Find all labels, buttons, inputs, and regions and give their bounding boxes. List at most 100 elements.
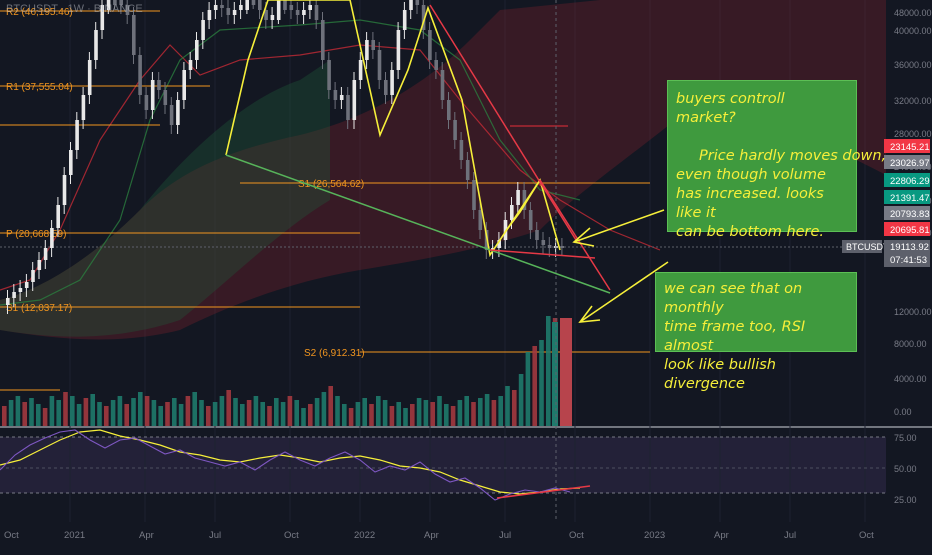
price-tag-5 [884, 222, 930, 236]
pivot-label-2: S1 (26,564.62) [298, 179, 364, 190]
candle-13 [87, 60, 92, 95]
volume-bar-59 [403, 408, 408, 426]
candle-27 [176, 100, 180, 125]
time-axis-label-12: Oct [859, 530, 874, 541]
volume-bar-11 [76, 404, 82, 426]
arrow-1-shaft [573, 209, 665, 243]
volume-bar-66 [450, 406, 456, 426]
volume-bar-39 [267, 406, 272, 426]
note-2-line-3: look like bullish divergence [664, 357, 776, 392]
volume-bar-12 [83, 398, 89, 426]
time-axis-label-11: Jul [784, 530, 796, 541]
volume-bar-70 [478, 398, 483, 426]
candle-3 [24, 282, 29, 288]
candle-6 [43, 248, 48, 260]
volume-bar-48 [328, 386, 333, 426]
volume-bar-15 [104, 406, 109, 426]
note-1-line-2: Price hardly moves down, [676, 148, 887, 164]
price-tag-3 [884, 190, 930, 204]
candle-31 [201, 20, 205, 40]
volume-bar-17 [117, 396, 123, 426]
volume-bar-47 [321, 392, 327, 426]
volume-bar-71 [484, 394, 490, 426]
candle-56 [358, 60, 363, 80]
arrow-2-head [578, 305, 601, 323]
price-axis-label-10: 4000.00 [894, 374, 927, 384]
volume-bar-37 [253, 396, 259, 426]
candle-83 [528, 210, 533, 230]
time-axis-label-6: Apr [424, 530, 439, 541]
note-2-line-1: we can see that on monthly [664, 281, 803, 316]
candle-8 [56, 205, 60, 228]
candle-23 [150, 80, 155, 110]
volume-bar-28 [192, 392, 197, 426]
candle-73 [465, 160, 470, 180]
last-price-countdown: 07:41:53 [890, 255, 927, 266]
volume-bar-16 [110, 400, 116, 426]
volume-bar-60 [410, 404, 415, 426]
candle-75 [478, 210, 483, 230]
candle-44 [283, 0, 287, 10]
candle-77 [491, 248, 495, 250]
price-axis-label-2: 36000.00 [894, 60, 932, 70]
channel-green [0, 19, 581, 306]
candle-19 [125, 5, 130, 15]
volume-bar-42 [287, 396, 293, 426]
volume-bar-49 [335, 396, 340, 426]
candle-20 [132, 15, 136, 55]
volume-bar-73 [498, 396, 503, 426]
symbol-header: BTCUSDT · 1W · BINANCE [6, 3, 143, 15]
rsi-band [0, 437, 886, 493]
candle-45 [289, 5, 294, 10]
candle-21 [138, 55, 142, 95]
volume-bar-2 [15, 396, 21, 426]
price-axis-label-11: 0.00 [894, 407, 912, 417]
candle-81 [516, 190, 520, 205]
candle-22 [144, 95, 149, 110]
candle-35 [226, 8, 231, 15]
volume-spike-1 [552, 322, 558, 426]
price-tag-label-3: 21391.47 [890, 193, 930, 204]
volume-bar-31 [212, 402, 218, 426]
candle-37 [239, 5, 243, 10]
volume-bar-26 [178, 404, 184, 426]
pivot-label-4: S1 (12,037.17) [6, 303, 72, 314]
candle-26 [169, 105, 174, 125]
candle-53 [339, 95, 344, 100]
volume-bar-34 [233, 398, 238, 426]
candle-64 [409, 0, 413, 10]
volume-bar-75 [512, 390, 517, 426]
volume-bar-19 [131, 398, 136, 426]
volume-bar-74 [505, 386, 510, 426]
volume-bar-77 [525, 352, 531, 426]
volume-bar-50 [342, 404, 347, 426]
volume-bar-41 [280, 402, 286, 426]
volume-bar-22 [151, 400, 157, 426]
price-tag-label-1: 23026.97 [890, 158, 930, 169]
candle-85 [541, 240, 546, 245]
candle-74 [472, 180, 476, 210]
note-1-spacer [676, 128, 848, 147]
price-axis-label-9: 8000.00 [894, 339, 927, 349]
volume-bar-7 [49, 396, 55, 426]
time-axis-label-0: Oct [4, 530, 19, 541]
volume-bar-44 [301, 408, 306, 426]
zigzag-line [225, 0, 561, 258]
pivot-label-5: S2 (6,912.31) [304, 348, 365, 359]
rsi-axis-label-0: 75.00 [894, 433, 917, 443]
pivot-label-1: R1 (37,555.04) [6, 82, 73, 93]
candle-52 [333, 90, 338, 100]
price-tag-label-5: 20695.81 [890, 225, 930, 236]
candle-14 [94, 30, 98, 60]
wedge-base [489, 249, 596, 259]
candle-5 [37, 260, 42, 270]
volume-bar-1 [8, 400, 14, 426]
candle-16 [106, 0, 111, 10]
candle-12 [81, 95, 86, 120]
volume-bar-4 [29, 398, 34, 426]
candle-9 [62, 175, 67, 205]
arrow-1-head [572, 227, 595, 247]
cloud-bear [0, 0, 886, 340]
volume-bar-24 [165, 402, 170, 426]
candle-82 [522, 190, 527, 210]
